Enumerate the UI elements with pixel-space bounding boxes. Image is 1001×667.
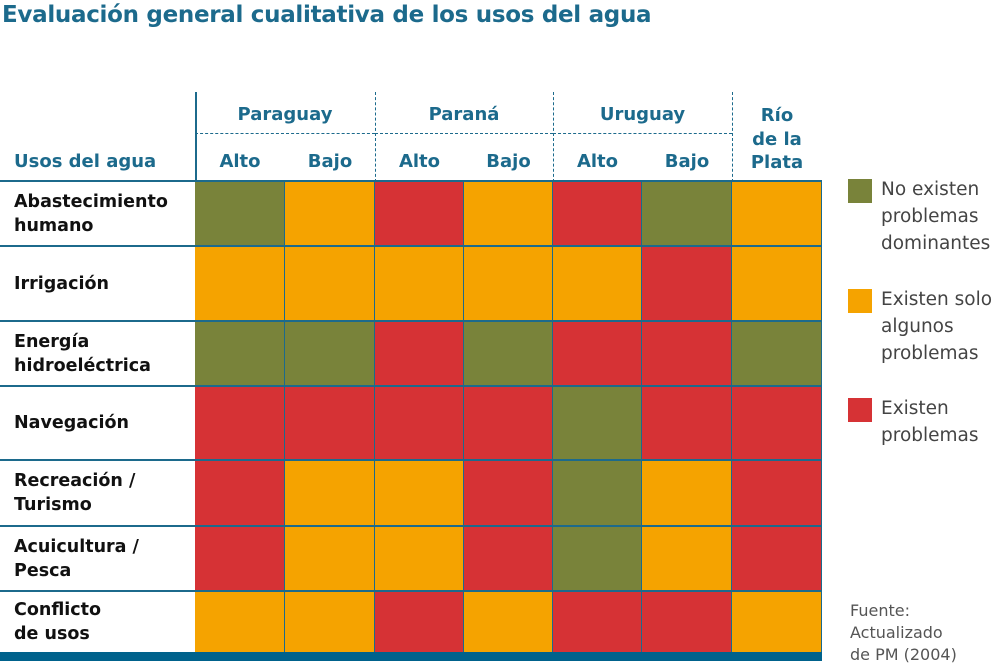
row-header: Usos del agua	[14, 151, 157, 172]
heatmap-cell	[642, 246, 732, 321]
heatmap-cell	[375, 460, 464, 526]
heatmap-cell	[285, 460, 375, 526]
heatmap-cell	[285, 321, 375, 386]
row-label: Acuicultura / Pesca	[14, 536, 139, 581]
heatmap-cell	[375, 591, 464, 652]
heatmap-cell	[375, 321, 464, 386]
row-divider	[0, 385, 822, 387]
heatmap-cell	[464, 181, 553, 246]
heatmap-cell	[642, 526, 732, 591]
row-label: Irrigación	[14, 273, 109, 294]
heatmap-cell	[732, 321, 822, 386]
legend-swatch	[848, 398, 872, 422]
legend-label: Existen solo algunos problemas	[881, 289, 993, 364]
header-divider	[195, 92, 197, 182]
group-underline	[195, 133, 375, 134]
heatmap-cell	[375, 181, 464, 246]
heatmap-cell	[375, 386, 464, 460]
group-header: Uruguay	[599, 104, 686, 125]
column-header: Alto	[219, 151, 261, 172]
heatmap-cell	[642, 460, 732, 526]
heatmap-cell	[464, 246, 553, 321]
heatmap-cell	[195, 181, 285, 246]
heatmap-cell	[642, 181, 732, 246]
heatmap-cell	[732, 246, 822, 321]
heatmap-cell	[553, 526, 642, 591]
row-label: Navegación	[14, 413, 129, 433]
heatmap-cell	[732, 181, 822, 246]
heatmap-cell	[464, 526, 553, 591]
group-underline	[375, 133, 553, 134]
group-header: Paraná	[428, 104, 500, 125]
row-divider	[0, 245, 822, 247]
row-divider	[0, 180, 822, 182]
bottom-bar	[0, 652, 822, 661]
heatmap-cell	[732, 526, 822, 591]
row-label: Energía hidroeléctrica	[14, 331, 151, 376]
heatmap-cell	[285, 526, 375, 591]
column-header: Alto	[398, 151, 441, 172]
heatmap-cell	[553, 246, 642, 321]
row-label: Recreación / Turismo	[14, 471, 136, 515]
legend-swatch	[848, 179, 872, 203]
heatmap-cell	[464, 386, 553, 460]
heatmap-cell	[195, 386, 285, 460]
heatmap-cell	[642, 591, 732, 652]
heatmap-cell	[195, 526, 285, 591]
row-divider	[0, 320, 822, 322]
group-underline	[553, 133, 732, 134]
heatmap-cell	[553, 321, 642, 386]
heatmap-cell	[732, 591, 822, 652]
heatmap-cell	[732, 386, 822, 460]
source-note: Fuente: Actualizado de PM (2004)	[850, 601, 957, 664]
column-header: Alto	[576, 151, 619, 172]
row-divider	[0, 525, 822, 527]
group-header: Río de la Plata	[750, 105, 804, 173]
chart-title: Evaluación general cualitativa de los us…	[2, 2, 652, 28]
row-divider	[0, 459, 822, 461]
heatmap-cell	[195, 460, 285, 526]
heatmap-cell	[553, 181, 642, 246]
heatmap-cell	[464, 321, 553, 386]
group-divider	[553, 92, 554, 182]
group-divider	[732, 92, 733, 182]
heatmap-cell	[285, 246, 375, 321]
heatmap-cell	[553, 386, 642, 460]
legend-label: No existen problemas dominantes	[881, 179, 991, 254]
row-label: Conflicto de usos	[14, 599, 102, 644]
heatmap-cell	[285, 181, 375, 246]
heatmap-cell	[464, 460, 553, 526]
heatmap-cell	[285, 386, 375, 460]
column-header: Bajo	[307, 151, 353, 172]
group-divider	[375, 92, 376, 182]
row-label: Abastecimiento humano	[14, 191, 168, 236]
heatmap-cell	[732, 460, 822, 526]
row-divider	[0, 590, 822, 592]
legend-swatch	[848, 289, 872, 313]
legend-label: Existen problemas	[881, 398, 979, 446]
heatmap-cell	[195, 591, 285, 652]
heatmap-cell	[553, 591, 642, 652]
heatmap-cell	[195, 321, 285, 386]
column-header: Bajo	[486, 151, 531, 172]
heatmap-cell	[464, 591, 553, 652]
column-header: Bajo	[664, 151, 710, 172]
heatmap-cell	[553, 460, 642, 526]
heatmap-cell	[642, 386, 732, 460]
heatmap-cell	[375, 526, 464, 591]
heatmap-cell	[195, 246, 285, 321]
heatmap-cell	[375, 246, 464, 321]
group-header: Paraguay	[237, 104, 333, 125]
heatmap-cell	[285, 591, 375, 652]
heatmap-cell	[642, 321, 732, 386]
